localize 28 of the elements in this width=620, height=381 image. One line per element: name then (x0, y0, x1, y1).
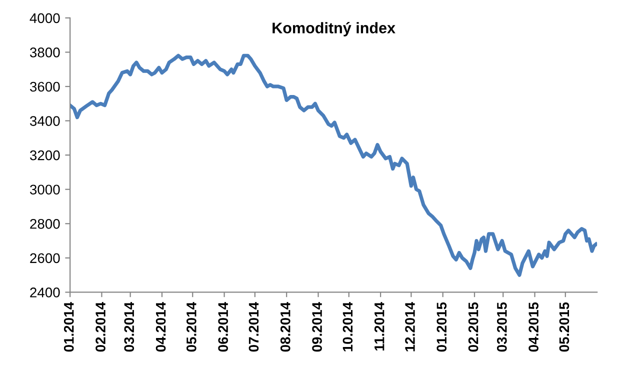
x-tick-label: 11.2014 (374, 302, 384, 351)
y-tick-label: 2600 (30, 253, 60, 264)
y-tick-label: 3200 (30, 150, 60, 160)
x-tick-label: 04.2015 (528, 302, 538, 352)
x-tick-label: 03.2015 (496, 302, 507, 352)
y-tick-label: 2400 (30, 288, 60, 298)
x-tick-label: 09.2014 (312, 302, 322, 352)
y-tick-label: 4000 (30, 13, 60, 24)
y-tick-label: 3400 (30, 116, 60, 126)
x-tick-label: 08.2014 (280, 302, 290, 352)
x-tick-label: 06.2014 (218, 302, 228, 352)
x-tick-label: 02.2015 (468, 302, 478, 352)
y-tick-label: 2800 (30, 218, 60, 229)
x-tick-label: 10.2014 (342, 302, 353, 352)
x-tick-label: 05.2014 (186, 302, 196, 352)
line-series (70, 54, 598, 277)
x-tick-label: 01.2014 (64, 302, 74, 352)
x-tick-label: 04.2014 (156, 302, 166, 352)
y-tick-label: 3000 (30, 184, 60, 195)
x-tick-label: 07.2014 (248, 302, 259, 352)
x-tick-label: 02.2014 (96, 302, 106, 352)
x-tick-label: 01.2015 (436, 302, 447, 352)
x-tick-label: 12.2014 (405, 302, 415, 352)
chart-title: Komoditný index (272, 22, 396, 36)
y-tick-label: 3800 (30, 48, 60, 58)
x-tick-label: 03.2014 (124, 302, 134, 352)
y-tick-label: 3600 (30, 82, 60, 92)
x-tick-label: 05.2015 (559, 302, 570, 352)
